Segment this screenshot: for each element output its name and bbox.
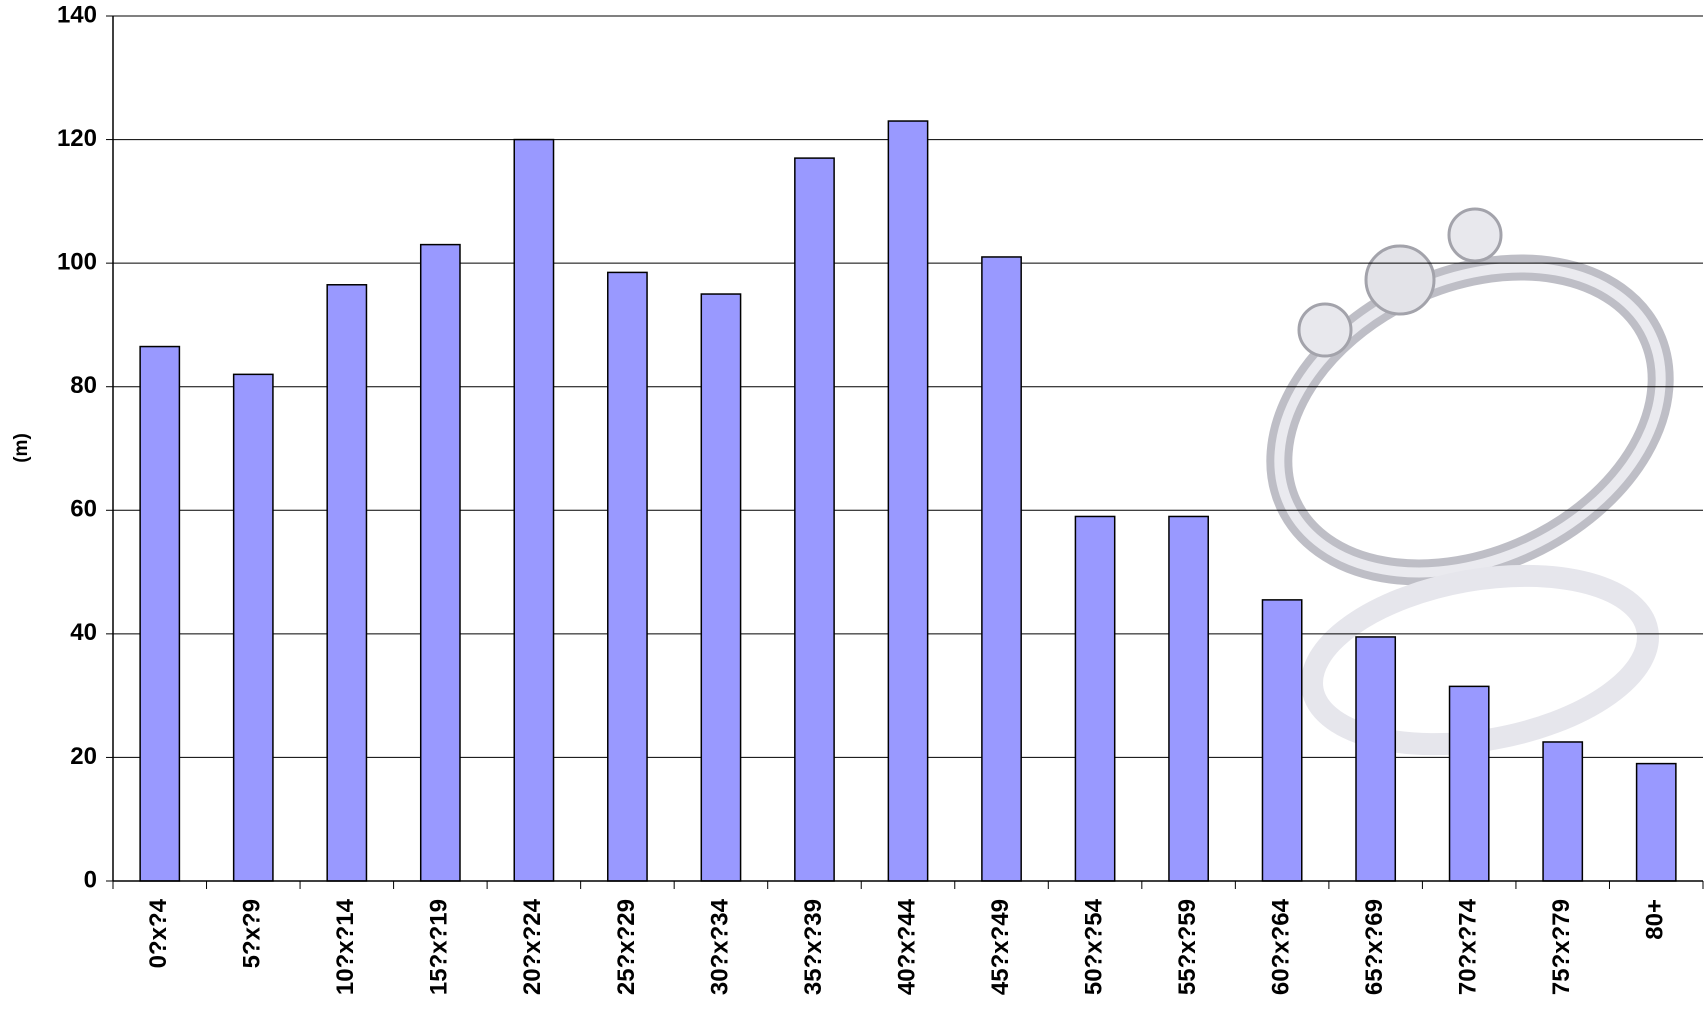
bar	[139, 345, 181, 882]
bar	[326, 284, 368, 882]
x-tick-label: 55?x?59	[1174, 899, 1201, 995]
bar	[607, 271, 648, 882]
x-tick-label: 20?x?24	[519, 898, 546, 995]
y-axis-label: (m)	[11, 433, 32, 463]
x-tick-label: 30?x?34	[706, 898, 733, 995]
x-tick-label: 0?x?4	[145, 898, 172, 968]
x-tick-label: 80+	[1642, 899, 1669, 940]
bar	[513, 138, 555, 882]
bar	[887, 120, 929, 882]
bar	[1074, 515, 1116, 882]
bar	[981, 256, 1022, 882]
x-tick-label: 25?x?29	[613, 899, 640, 995]
x-tick-label: 70?x?74	[1455, 898, 1482, 995]
bar	[232, 373, 274, 882]
y-tick-label: 100	[57, 248, 97, 275]
y-tick-label: 120	[57, 125, 97, 152]
x-tick-label: 40?x?44	[893, 898, 920, 995]
y-tick-label: 80	[70, 372, 97, 399]
x-tick-label: 35?x?39	[800, 899, 827, 995]
x-tick-label: 15?x?19	[426, 899, 453, 995]
y-tick-label: 40	[70, 619, 97, 646]
y-tick-label: 60	[70, 496, 97, 523]
x-tick-label: 60?x?64	[1267, 898, 1294, 995]
x-tick-label: 75?x?79	[1548, 899, 1575, 995]
x-tick-label: 65?x?69	[1361, 899, 1388, 995]
ring-illustration	[1266, 207, 1674, 756]
y-tick-label: 0	[84, 866, 97, 893]
bar	[700, 293, 742, 882]
bar	[1448, 685, 1490, 882]
bar	[419, 243, 461, 882]
x-tick-label: 10?x?14	[332, 898, 359, 995]
x-tick-label: 5?x?9	[239, 899, 266, 968]
y-tick-label: 20	[70, 743, 97, 770]
bar	[1261, 599, 1303, 882]
bar	[1355, 636, 1397, 882]
bar	[1635, 762, 1677, 882]
x-tick-label: 45?x?49	[987, 899, 1014, 995]
bar	[1542, 741, 1584, 882]
bar	[794, 157, 835, 882]
y-tick-label: 140	[57, 1, 97, 28]
bar	[1168, 515, 1209, 882]
x-tick-label: 50?x?54	[1080, 898, 1107, 995]
